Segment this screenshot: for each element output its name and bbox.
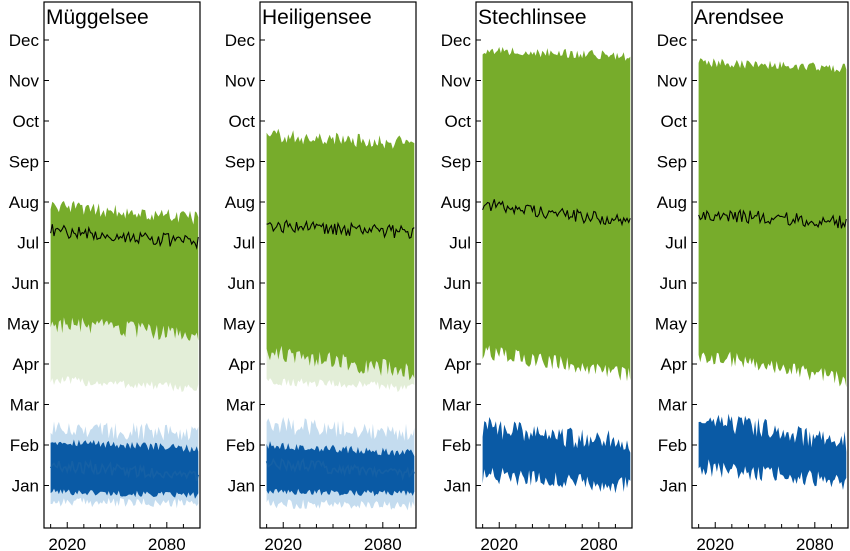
- x-tick-label: 2080: [148, 535, 186, 551]
- y-tick-label: Feb: [442, 436, 471, 455]
- y-tick-label: May: [7, 315, 40, 334]
- y-tick-label: May: [655, 315, 688, 334]
- blue-band-2: [482, 417, 631, 494]
- median-line-2: [482, 199, 631, 227]
- panel-frame-3: [691, 1, 849, 529]
- panel-title: Stechlinsee: [478, 6, 587, 29]
- y-tick-label: Jun: [660, 274, 687, 293]
- y-tick-label: Oct: [661, 112, 688, 131]
- y-tick-label: Oct: [13, 112, 40, 131]
- y-tick-label: Apr: [661, 355, 688, 374]
- y-tick-label: Sep: [9, 153, 39, 172]
- y-tick-label: Jan: [444, 477, 471, 496]
- y-tick-label: Oct: [445, 112, 472, 131]
- y-tick-label: Feb: [658, 436, 687, 455]
- blue-median-line-1: [265, 457, 416, 481]
- panel-title: Arendsee: [694, 6, 784, 29]
- green-band-1: [266, 128, 415, 381]
- y-tick-label: Dec: [225, 31, 256, 50]
- y-tick-label: Apr: [13, 355, 40, 374]
- y-tick-label: Dec: [657, 31, 688, 50]
- y-tick-label: Aug: [9, 193, 39, 212]
- y-tick-label: Nov: [9, 72, 40, 91]
- y-tick-label: Mar: [10, 396, 40, 415]
- x-tick-label: 2020: [480, 535, 518, 551]
- y-tick-label: Nov: [225, 72, 256, 91]
- panel-0: Jan Feb Mar Apr May Jun Jul Aug Sep Oct Nov Dec 2020…: [7, 1, 201, 551]
- green-band-3: [698, 58, 847, 388]
- panel-frame-1: [259, 1, 417, 529]
- y-tick-label: Nov: [657, 72, 688, 91]
- x-tick-label: 2020: [696, 535, 734, 551]
- panel-2: Jan Feb Mar Apr May Jun Jul Aug Sep Oct Nov Dec 2020…: [439, 1, 633, 551]
- y-tick-label: Jul: [17, 234, 39, 253]
- y-tick-label: Sep: [657, 153, 687, 172]
- y-tick-label: May: [223, 315, 256, 334]
- median-line-0: [50, 224, 199, 250]
- y-tick-label: Dec: [441, 31, 472, 50]
- light-green-band-0: [50, 317, 199, 392]
- y-tick-label: May: [439, 315, 472, 334]
- y-tick-label: Jul: [665, 234, 687, 253]
- y-tick-label: Feb: [226, 436, 255, 455]
- panel-title: Heiligensee: [262, 6, 372, 29]
- y-tick-label: Dec: [9, 31, 40, 50]
- y-tick-label: Feb: [10, 436, 39, 455]
- y-tick-label: Mar: [442, 396, 472, 415]
- y-tick-label: Oct: [229, 112, 256, 131]
- blue-band-3: [698, 413, 847, 490]
- median-line-3: [698, 208, 847, 229]
- y-tick-label: Jun: [228, 274, 255, 293]
- panel-frame-0: [43, 1, 201, 529]
- x-tick-label: 2020: [48, 535, 86, 551]
- y-tick-label: Sep: [441, 153, 471, 172]
- panel-1: Jan Feb Mar Apr May Jun Jul Aug Sep Oct Nov Dec 2020…: [223, 1, 417, 551]
- y-tick-label: Apr: [229, 355, 256, 374]
- y-tick-label: Nov: [441, 72, 472, 91]
- light-green-band-1: [266, 345, 415, 393]
- panel-title: Müggelsee: [46, 6, 149, 29]
- y-tick-label: Jul: [233, 234, 255, 253]
- green-band-0: [50, 200, 199, 341]
- y-tick-label: Jul: [449, 234, 471, 253]
- y-tick-label: Aug: [225, 193, 255, 212]
- panel-frame-2: [475, 1, 633, 529]
- panel-3: Jan Feb Mar Apr May Jun Jul Aug Sep Oct Nov Dec 2020…: [655, 1, 849, 551]
- y-tick-label: Jan: [660, 477, 687, 496]
- blue-median-line-0: [49, 459, 200, 481]
- x-tick-label: 2020: [264, 535, 302, 551]
- y-tick-label: Sep: [225, 153, 255, 172]
- x-tick-label: 2080: [796, 535, 834, 551]
- x-tick-label: 2080: [364, 535, 402, 551]
- median-line-1: [266, 219, 415, 239]
- y-tick-label: Aug: [657, 193, 687, 212]
- y-tick-label: Mar: [658, 396, 688, 415]
- y-tick-label: Jun: [12, 274, 39, 293]
- y-tick-label: Jan: [12, 477, 39, 496]
- y-tick-label: Jun: [444, 274, 471, 293]
- y-tick-label: Apr: [445, 355, 472, 374]
- y-tick-label: Aug: [441, 193, 471, 212]
- y-tick-label: Jan: [228, 477, 255, 496]
- y-tick-label: Mar: [226, 396, 256, 415]
- x-tick-label: 2080: [580, 535, 618, 551]
